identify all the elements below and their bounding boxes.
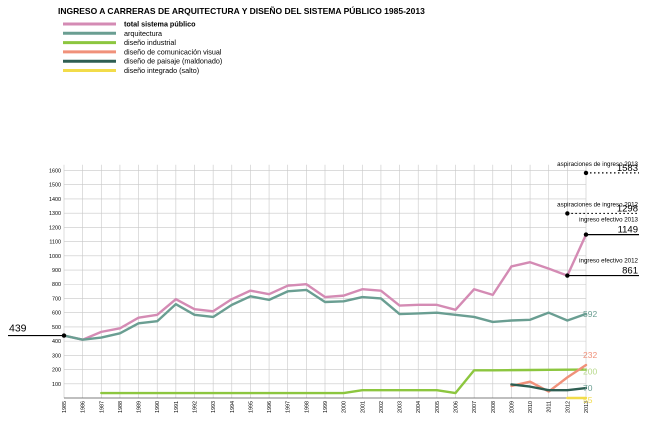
ytick-label-600: 600: [52, 311, 61, 317]
xtick-label-2013: 2013: [584, 401, 590, 413]
xtick-label-1985: 1985: [62, 401, 68, 413]
annotation-label-0: aspiraciones de ingreso 2013: [557, 161, 638, 168]
end-label-200: 200: [583, 367, 597, 377]
chart-title: INGRESO A CARRERAS DE ARQUITECTURA Y DIS…: [58, 5, 425, 16]
ytick-label-1200: 1200: [49, 225, 61, 231]
annotation-label-1: aspiraciones de ingreso 2012: [557, 201, 638, 208]
xtick-label-2000: 2000: [342, 401, 348, 413]
xtick-label-2004: 2004: [416, 401, 422, 413]
xtick-label-1988: 1988: [118, 401, 124, 413]
series-line-2: [100, 368, 588, 395]
legend-label-5: diseño integrado (salto): [124, 66, 199, 75]
annotation-label-3: ingreso efectivo 2012: [579, 258, 638, 265]
ytick-label-1000: 1000: [49, 254, 61, 260]
xtick-label-2001: 2001: [360, 401, 366, 413]
ytick-label-500: 500: [52, 325, 61, 331]
ytick-label-1400: 1400: [49, 197, 61, 203]
xtick-label-2008: 2008: [491, 401, 497, 413]
series-line-3: [510, 363, 588, 393]
xtick-label-1997: 1997: [286, 401, 292, 413]
xtick-label-1989: 1989: [137, 401, 143, 413]
xtick-label-1994: 1994: [230, 401, 236, 413]
ytick-label-1100: 1100: [49, 240, 61, 246]
annotation-value-1: 1298: [617, 203, 638, 214]
xtick-label-2007: 2007: [472, 401, 478, 413]
start-value: 439: [9, 323, 27, 335]
xtick-label-2003: 2003: [398, 401, 404, 413]
series-line-4: [510, 383, 588, 392]
ytick-label-100: 100: [52, 382, 61, 388]
end-label-592: 592: [583, 309, 597, 319]
xtick-label-1993: 1993: [211, 401, 217, 413]
start-marker: [61, 333, 67, 338]
end-label-55: 55: [583, 395, 593, 405]
series-line-0: [62, 233, 588, 341]
ytick-label-800: 800: [52, 282, 61, 288]
legend-label-2: diseño industrial: [124, 38, 176, 47]
annotation-label-2: ingreso efectivo 2013: [579, 217, 638, 224]
xtick-label-1986: 1986: [81, 401, 87, 413]
xtick-label-2006: 2006: [454, 401, 460, 413]
ytick-label-900: 900: [52, 268, 61, 274]
xtick-label-2010: 2010: [528, 401, 534, 413]
annotation-value-2: 1149: [618, 225, 638, 236]
ytick-label-700: 700: [52, 296, 61, 302]
xtick-label-1991: 1991: [174, 401, 180, 413]
annotation-value-3: 861: [622, 266, 638, 277]
ytick-label-300: 300: [52, 353, 61, 359]
xtick-label-2002: 2002: [379, 401, 385, 413]
legend-label-3: diseño de comunicación visual: [124, 47, 222, 56]
series-line-1: [62, 288, 588, 341]
xtick-label-1995: 1995: [248, 401, 254, 413]
annotation-value-0: 1583: [617, 163, 638, 174]
xtick-label-2009: 2009: [509, 401, 515, 413]
annotations: 592 232 200 70 55 439 aspiraciones de ingreso …: [8, 161, 639, 405]
grid: [63, 164, 587, 399]
ytick-label-1300: 1300: [49, 211, 61, 217]
legend: total sistema públicoarquitecturadiseño …: [63, 20, 222, 75]
xtick-label-1990: 1990: [155, 401, 161, 413]
xtick-label-1996: 1996: [267, 401, 273, 413]
xtick-label-1998: 1998: [304, 401, 310, 413]
series-lines: [62, 233, 588, 400]
xtick-label-1992: 1992: [193, 401, 199, 413]
ytick-label-200: 200: [52, 368, 61, 374]
xtick-label-2011: 2011: [547, 401, 553, 413]
legend-label-4: diseño de paisaje (maldonado): [124, 57, 222, 66]
ytick-label-1600: 1600: [49, 168, 61, 174]
axis-ticks: 100 200 300 400 500 600 700 800 900 1000 1100 1200 1…: [49, 168, 590, 413]
legend-label-0: total sistema público: [124, 20, 196, 29]
xtick-label-2012: 2012: [565, 401, 571, 413]
xtick-label-1999: 1999: [323, 401, 329, 413]
ytick-label-400: 400: [52, 339, 61, 345]
ytick-label-1500: 1500: [49, 183, 61, 189]
legend-label-1: arquitectura: [124, 29, 162, 38]
xtick-label-1987: 1987: [99, 401, 105, 413]
end-label-232: 232: [583, 350, 597, 360]
xtick-label-2005: 2005: [435, 401, 441, 413]
end-label-70: 70: [583, 383, 593, 393]
